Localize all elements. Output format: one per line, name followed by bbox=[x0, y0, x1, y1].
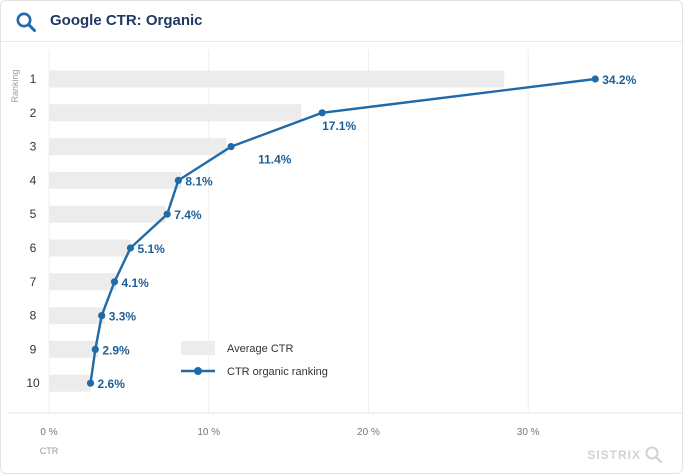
y-tick-label: 4 bbox=[30, 173, 37, 187]
x-axis-title: CTR bbox=[40, 446, 59, 456]
legend-label-average-ctr: Average CTR bbox=[227, 343, 293, 355]
legend-swatch-ctr-organic-marker bbox=[194, 367, 202, 375]
y-tick-label: 7 bbox=[30, 275, 37, 289]
watermark-logo: SISTRIX bbox=[587, 448, 641, 462]
data-point bbox=[86, 379, 95, 387]
data-label: 2.6% bbox=[98, 377, 126, 391]
series-line-ctr-organic bbox=[89, 77, 596, 384]
y-tick-label: 8 bbox=[30, 309, 37, 323]
data-label: 2.9% bbox=[102, 343, 130, 357]
y-tick-label: 3 bbox=[30, 140, 37, 154]
y-axis-title: Ranking bbox=[10, 69, 20, 102]
data-label: 5.1% bbox=[137, 242, 165, 256]
card-header: Google CTR: Organic bbox=[1, 1, 682, 42]
bar-average-ctr bbox=[49, 239, 131, 257]
data-label: 8.1% bbox=[185, 174, 213, 188]
data-point bbox=[174, 176, 182, 184]
y-tick-label: 5 bbox=[30, 207, 37, 221]
x-tick-label: 10 % bbox=[197, 427, 220, 438]
data-point bbox=[591, 75, 599, 83]
y-tick-label: 6 bbox=[30, 241, 37, 255]
y-tick-label: 9 bbox=[30, 342, 37, 356]
chart-title: Google CTR: Organic bbox=[50, 12, 203, 29]
x-tick-label: 0 % bbox=[40, 427, 57, 438]
bar-average-ctr bbox=[49, 307, 105, 325]
data-point bbox=[163, 210, 171, 218]
bar-average-ctr bbox=[49, 205, 166, 223]
chart-plot: Ranking 1 2 3 4 5 6 7 8 9 10 34.2% 17.1% 11.4% 8.1% 7.4… bbox=[9, 50, 682, 464]
data-point bbox=[126, 244, 135, 252]
search-icon[interactable] bbox=[15, 11, 37, 33]
data-point bbox=[91, 345, 99, 353]
legend-label-ctr-organic: CTR organic ranking bbox=[227, 366, 328, 378]
data-label: 4.1% bbox=[121, 276, 149, 290]
x-tick-label: 30 % bbox=[517, 427, 540, 438]
data-label: 34.2% bbox=[602, 73, 636, 87]
watermark-search-icon bbox=[645, 446, 663, 464]
y-tick-label: 10 bbox=[26, 376, 40, 390]
data-point bbox=[227, 143, 235, 151]
y-tick-label: 2 bbox=[30, 106, 37, 120]
data-label: 3.3% bbox=[109, 310, 137, 324]
bar-average-ctr bbox=[49, 273, 117, 291]
bar-average-ctr bbox=[49, 138, 227, 156]
legend-swatch-average-ctr bbox=[181, 341, 215, 355]
x-tick-label: 20 % bbox=[357, 427, 380, 438]
data-label: 7.4% bbox=[174, 208, 202, 222]
bar-average-ctr bbox=[49, 340, 99, 358]
data-point bbox=[318, 109, 326, 117]
bar-average-ctr bbox=[49, 374, 91, 392]
bar-average-ctr bbox=[49, 104, 302, 122]
data-label: 11.4% bbox=[258, 153, 292, 167]
data-label: 17.1% bbox=[322, 119, 356, 133]
data-point bbox=[110, 278, 119, 286]
data-point bbox=[98, 312, 106, 320]
bar-average-ctr bbox=[49, 70, 505, 88]
bar-average-ctr bbox=[49, 171, 182, 189]
y-tick-label: 1 bbox=[30, 72, 37, 86]
